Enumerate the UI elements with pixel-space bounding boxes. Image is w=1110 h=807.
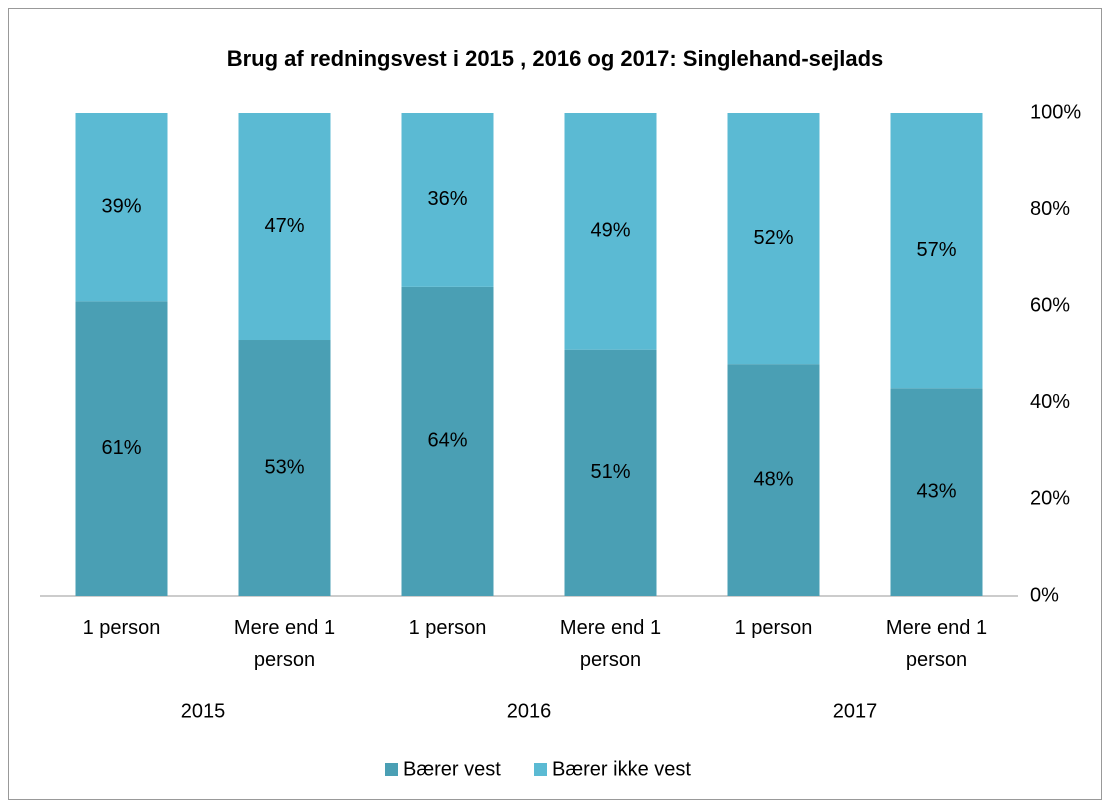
chart-title: Brug af redningsvest i 2015 , 2016 og 20… xyxy=(227,46,884,71)
group-label: 2017 xyxy=(833,700,878,722)
data-label: 39% xyxy=(101,195,141,217)
data-label: 64% xyxy=(427,430,467,452)
x-tick-label: 1 person xyxy=(82,617,161,639)
bar-segment xyxy=(75,113,168,302)
y-tick-label: 40% xyxy=(1030,391,1070,413)
x-tick-label: Mere end 1 person xyxy=(885,617,988,671)
bar-segment xyxy=(890,388,983,596)
data-label: 53% xyxy=(264,456,304,478)
group-label: 2015 xyxy=(181,700,226,722)
bar-segment xyxy=(727,113,820,365)
y-tick-label: 0% xyxy=(1030,584,1059,606)
data-label: 52% xyxy=(753,227,793,249)
data-label: 57% xyxy=(916,239,956,261)
legend-label: Bærer ikke vest xyxy=(552,758,691,780)
x-tick-label: 1 person xyxy=(408,617,487,639)
bar-segment xyxy=(401,286,494,596)
legend-swatch xyxy=(385,763,398,776)
bar-segment xyxy=(75,301,168,596)
bar-segment xyxy=(890,113,983,389)
bar-segment xyxy=(727,364,820,596)
bar-segment xyxy=(564,349,657,596)
legend-swatch xyxy=(534,763,547,776)
data-label: 51% xyxy=(590,461,630,483)
data-label: 48% xyxy=(753,468,793,490)
data-label: 47% xyxy=(264,215,304,237)
y-tick-label: 100% xyxy=(1030,101,1081,123)
x-tick-label: 1 person xyxy=(734,617,813,639)
bar-segment xyxy=(238,340,331,596)
bar-segment xyxy=(238,113,331,341)
y-tick-label: 20% xyxy=(1030,488,1070,510)
x-tick-label: Mere end 1 person xyxy=(233,617,336,671)
y-tick-label: 60% xyxy=(1030,294,1070,316)
y-tick-label: 80% xyxy=(1030,198,1070,220)
x-tick-label: Mere end 1 person xyxy=(559,617,662,671)
data-label: 43% xyxy=(916,480,956,502)
data-label: 49% xyxy=(590,220,630,242)
data-label: 61% xyxy=(101,437,141,459)
bar-segment xyxy=(401,113,494,287)
legend-label: Bærer vest xyxy=(403,758,501,780)
group-label: 2016 xyxy=(507,700,552,722)
bar-segment xyxy=(564,113,657,350)
data-label: 36% xyxy=(427,188,467,210)
